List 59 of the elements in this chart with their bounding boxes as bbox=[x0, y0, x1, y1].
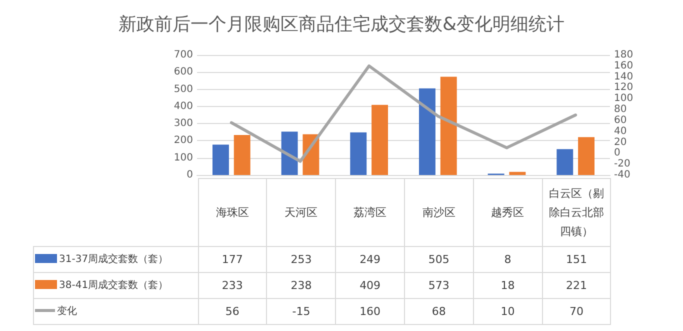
bar bbox=[234, 135, 250, 175]
x-tick-label: 海珠区 bbox=[198, 178, 267, 246]
y2-tick-label: 100 bbox=[614, 93, 634, 104]
data-label: 249 bbox=[336, 246, 404, 272]
y-tick-label: 600 bbox=[174, 66, 193, 78]
y-tick-label: 0 bbox=[186, 170, 193, 180]
x-tick-label: 荔湾区 bbox=[336, 178, 404, 246]
data-label: 68 bbox=[404, 298, 474, 324]
x-tick-label: 南沙区 bbox=[404, 178, 474, 246]
y2-tick-label: 0 bbox=[614, 148, 620, 159]
y2-tick-label: 40 bbox=[614, 126, 627, 137]
data-label: 505 bbox=[404, 246, 474, 272]
data-label: -15 bbox=[266, 298, 336, 324]
data-label: 238 bbox=[266, 272, 336, 298]
y-tick-label: 200 bbox=[174, 135, 193, 146]
data-label: 56 bbox=[198, 298, 267, 324]
data-label: 233 bbox=[198, 272, 267, 298]
y2-tick-label: 180 bbox=[614, 50, 634, 60]
legend-label: 变化 bbox=[34, 298, 198, 324]
bar bbox=[509, 172, 526, 175]
data-label: 409 bbox=[336, 272, 404, 298]
data-label: 177 bbox=[198, 246, 267, 272]
data-label: 573 bbox=[404, 272, 474, 298]
y-tick-label: 500 bbox=[174, 84, 193, 95]
y2-tick-label: 20 bbox=[614, 136, 627, 148]
bar bbox=[350, 132, 367, 175]
bar bbox=[418, 88, 436, 175]
data-label: 10 bbox=[473, 298, 542, 324]
y2-tick-label: 140 bbox=[614, 71, 634, 82]
y-tick-label: 400 bbox=[174, 100, 193, 112]
bar bbox=[556, 149, 574, 175]
x-tick-label: 白云区（剔除白云北部四镇） bbox=[542, 178, 611, 246]
y2-tick-label: -20 bbox=[614, 158, 630, 170]
y2-tick-label: 60 bbox=[614, 114, 627, 126]
chart-title: 新政前后一个月限购区商品住宅成交套数&变化明细统计 bbox=[117, 13, 566, 36]
data-label: 18 bbox=[473, 272, 542, 298]
data-label: 253 bbox=[266, 246, 336, 272]
line-series bbox=[230, 64, 578, 163]
x-tick-label: 天河区 bbox=[266, 178, 336, 246]
y-tick-label: 700 bbox=[174, 50, 193, 60]
data-label: 151 bbox=[542, 246, 611, 272]
data-label: 70 bbox=[542, 298, 611, 324]
legend-label: 38-41周成交套数（套） bbox=[34, 272, 198, 298]
bar bbox=[578, 137, 595, 175]
y-tick-label: 100 bbox=[174, 152, 193, 164]
y2-tick-label: 80 bbox=[614, 104, 627, 116]
y-tick-label: 300 bbox=[174, 118, 193, 130]
y2-tick-label: -40 bbox=[614, 170, 630, 180]
legend-label: 31-37周成交套数（套） bbox=[34, 246, 198, 272]
bar bbox=[212, 144, 229, 175]
x-tick-label: 越秀区 bbox=[473, 178, 542, 246]
bar bbox=[372, 104, 388, 175]
y2-tick-label: 160 bbox=[614, 60, 634, 72]
bar bbox=[281, 132, 298, 175]
data-label: 221 bbox=[542, 272, 611, 298]
bar bbox=[440, 76, 457, 175]
data-label: 160 bbox=[336, 298, 404, 324]
y2-tick-label: 120 bbox=[614, 82, 634, 94]
data-label: 8 bbox=[473, 246, 542, 272]
